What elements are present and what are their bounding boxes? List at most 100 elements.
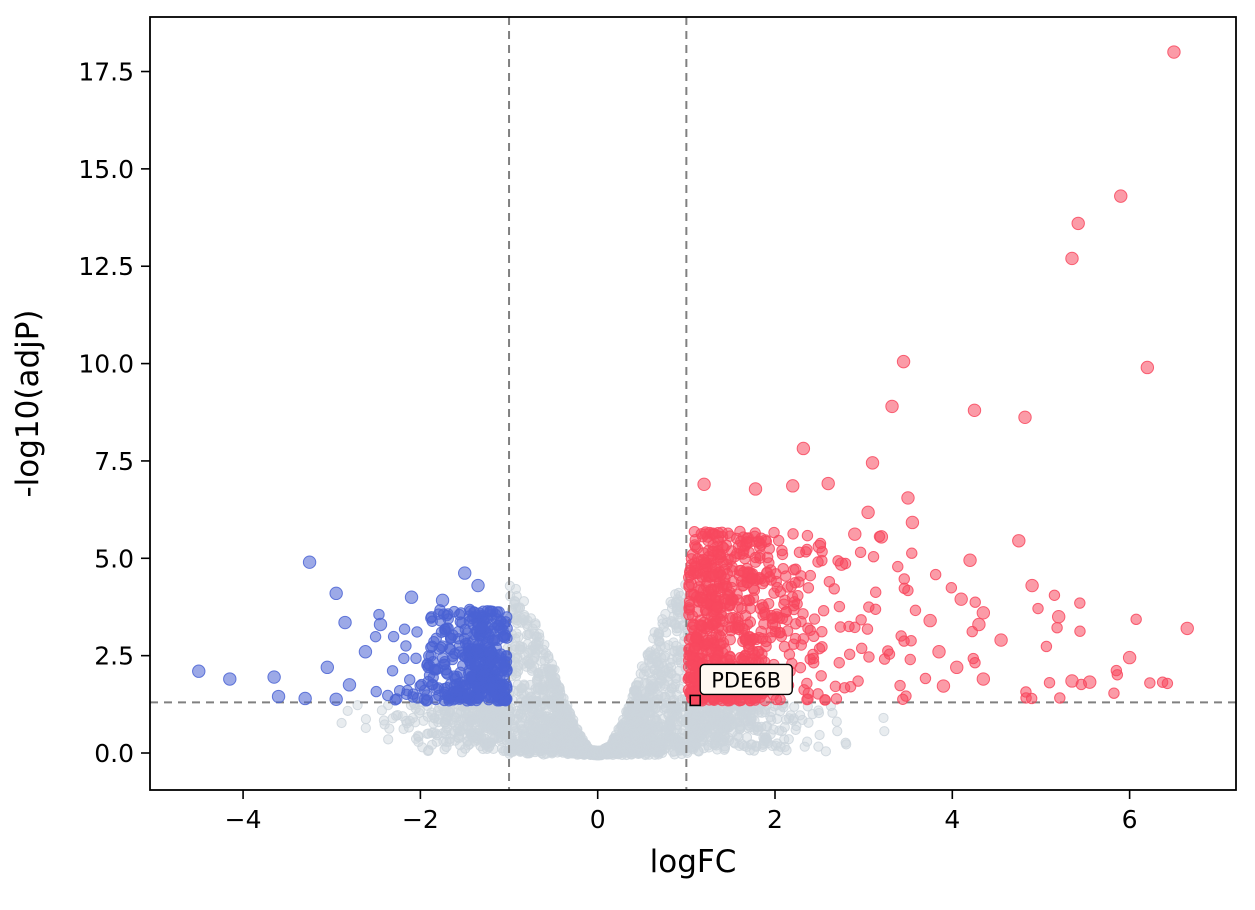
data-point-up	[945, 582, 958, 594]
data-point-up	[867, 550, 880, 563]
data-point-down	[454, 616, 467, 628]
data-point-nonsig	[803, 717, 814, 728]
data-point-nonsig	[620, 725, 631, 736]
data-point-nonsig	[723, 735, 735, 746]
data-point-nonsig	[342, 705, 353, 716]
data-point-nonsig	[802, 736, 813, 747]
data-point-nonsig	[645, 646, 656, 657]
data-point-up-outlier	[1025, 578, 1039, 593]
data-point-nonsig	[832, 726, 843, 737]
data-point-up	[772, 534, 785, 547]
x-tick-label: 0	[590, 805, 606, 834]
data-point-up	[725, 553, 737, 566]
data-point-up	[737, 566, 750, 578]
data-point-up-outlier	[923, 613, 937, 628]
data-point-down	[386, 665, 399, 677]
data-point-up	[1032, 602, 1044, 615]
data-point-up	[801, 529, 814, 542]
data-point-nonsig	[878, 712, 889, 724]
data-point-nonsig	[529, 703, 540, 714]
data-point-up	[696, 530, 709, 543]
x-tick-label: −2	[402, 805, 439, 834]
data-point-nonsig	[534, 742, 545, 753]
data-point-up	[689, 539, 701, 551]
data-point-up-outlier	[954, 592, 968, 606]
data-point-up	[1161, 677, 1174, 690]
data-point-down-outlier	[302, 555, 317, 569]
data-point-nonsig	[783, 734, 794, 745]
data-point-nonsig	[654, 747, 665, 758]
data-point-up	[1025, 692, 1038, 705]
data-point-nonsig	[879, 726, 890, 737]
data-point-up	[684, 564, 696, 576]
data-point-up-outlier	[861, 505, 875, 520]
data-point-up	[898, 573, 910, 585]
data-point-up-outlier	[1071, 216, 1085, 231]
data-point-up	[849, 621, 861, 634]
data-point-nonsig	[567, 727, 579, 738]
y-tick-label: 7.5	[94, 447, 134, 476]
data-point-up	[683, 578, 695, 591]
data-point-nonsig	[765, 711, 776, 723]
data-point-up	[894, 679, 906, 692]
data-point-nonsig	[524, 715, 535, 726]
data-point-nonsig	[774, 725, 785, 736]
data-point-nonsig	[672, 604, 683, 615]
data-point-up-outlier	[1065, 674, 1079, 688]
data-point-up	[783, 648, 796, 661]
data-point-down-outlier	[458, 566, 472, 580]
data-point-down-outlier	[329, 586, 343, 601]
data-point-nonsig	[439, 744, 450, 755]
data-point-nonsig	[453, 733, 464, 744]
data-point-down-outlier	[373, 617, 388, 632]
data-point-up	[895, 630, 907, 642]
data-point-nonsig	[477, 707, 488, 719]
data-point-down	[400, 640, 412, 652]
data-point-up	[1074, 597, 1086, 609]
data-point-up	[1144, 677, 1156, 689]
data-point-up	[713, 548, 725, 560]
data-point-up	[1074, 625, 1086, 637]
data-point-nonsig	[543, 679, 555, 690]
data-point-up	[747, 572, 759, 585]
data-point-up	[695, 619, 708, 632]
data-point-nonsig	[758, 738, 769, 749]
data-point-nonsig	[814, 729, 825, 741]
data-point-up	[869, 603, 882, 615]
data-point-nonsig	[670, 703, 681, 714]
data-point-down	[435, 641, 447, 654]
data-point-nonsig	[540, 714, 551, 725]
data-point-up	[739, 609, 752, 622]
data-point-up	[804, 569, 817, 582]
data-point-up	[919, 672, 932, 685]
data-point-up-outlier	[994, 633, 1008, 647]
data-point-nonsig	[733, 731, 744, 743]
data-point-up-outlier	[963, 553, 977, 567]
data-point-nonsig	[687, 706, 698, 718]
data-point-up-outlier	[972, 617, 986, 632]
data-point-up	[683, 595, 696, 608]
data-point-nonsig	[785, 710, 796, 721]
data-point-nonsig	[516, 704, 528, 715]
data-point-nonsig	[336, 717, 347, 729]
data-point-up	[1051, 621, 1063, 634]
data-point-down-outlier	[342, 678, 357, 692]
data-point-up-outlier	[1012, 534, 1026, 548]
data-point-up	[691, 631, 703, 644]
data-point-up	[815, 670, 827, 682]
data-point-nonsig	[712, 718, 723, 729]
data-point-nonsig	[521, 661, 532, 672]
data-point-down	[398, 652, 410, 665]
data-point-nonsig	[734, 740, 745, 752]
data-point-nonsig	[722, 722, 733, 734]
data-point-nonsig	[426, 727, 438, 739]
data-point-up	[696, 591, 708, 604]
data-point-up	[1048, 589, 1061, 601]
data-point-nonsig	[493, 719, 504, 730]
data-point-nonsig	[840, 737, 851, 748]
data-point-up-outlier	[812, 539, 827, 554]
data-point-up	[724, 633, 736, 646]
data-point-down-outlier	[271, 689, 286, 704]
data-point-down-outlier	[298, 691, 312, 706]
annotated-gene-marker	[689, 694, 702, 707]
